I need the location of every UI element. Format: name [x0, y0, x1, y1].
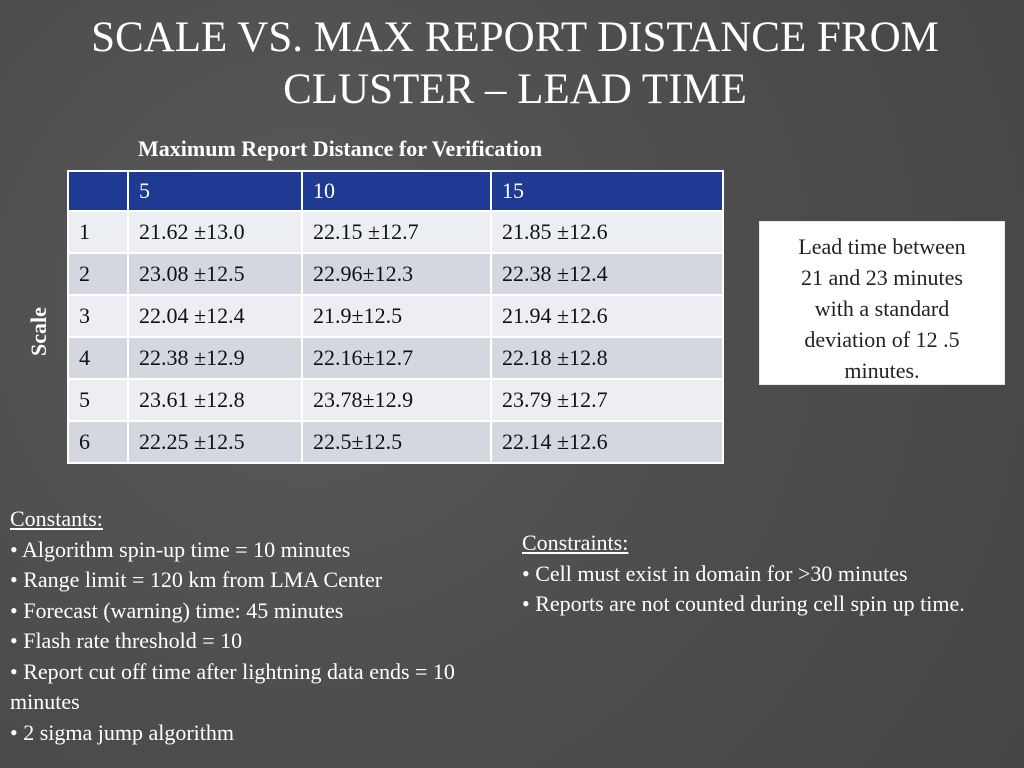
table-cell: 22.25 ±12.5: [127, 420, 303, 464]
row-scale-cell: 2: [67, 252, 129, 296]
table-cell: 22.18 ±12.8: [490, 336, 724, 380]
table-header-row: 5 10 15: [67, 170, 724, 212]
table-cell: 23.08 ±12.5: [127, 252, 303, 296]
table-cell: 22.38 ±12.4: [490, 252, 724, 296]
note-line: 21 and 23 minutes: [801, 265, 963, 290]
row-scale-cell: 3: [67, 294, 129, 338]
constraints-item: • Cell must exist in domain for >30 minu…: [522, 560, 908, 586]
constraints-heading: Constraints:: [522, 530, 629, 555]
row-scale-cell: 6: [67, 420, 129, 464]
constants-section: Constants: • Algorithm spin-up time = 10…: [10, 504, 510, 748]
table-row: 2 23.08 ±12.5 22.96±12.3 22.38 ±12.4: [67, 252, 724, 296]
constants-item: • 2 sigma jump algorithm: [10, 719, 235, 745]
header-cell-corner: [67, 170, 129, 212]
table-row: 4 22.38 ±12.9 22.16±12.7 22.18 ±12.8: [67, 336, 724, 380]
table-cell: 22.38 ±12.9: [127, 336, 303, 380]
table-cell: 22.14 ±12.6: [490, 420, 724, 464]
table-caption: Maximum Report Distance for Verification: [138, 136, 543, 161]
constants-item: • Range limit = 120 km from LMA Center: [10, 567, 383, 592]
table-row: 5 23.61 ±12.8 23.78±12.9 23.79 ±12.7: [67, 378, 724, 422]
constants-item: • Algorithm spin-up time = 10 minutes: [10, 536, 351, 562]
table-cell: 22.96±12.3: [301, 252, 492, 296]
table-cell: 23.61 ±12.8: [127, 378, 303, 422]
table-cell: 23.78±12.9: [301, 378, 492, 422]
table-cell: 21.94 ±12.6: [490, 294, 724, 338]
lead-time-note-box: Lead time between 21 and 23 minutes with…: [759, 221, 1005, 385]
constants-item: • Forecast (warning) time: 45 minutes: [10, 597, 344, 623]
table-cell: 22.5±12.5: [301, 420, 492, 464]
table-row: 3 22.04 ±12.4 21.9±12.5 21.94 ±12.6: [67, 294, 724, 338]
table-row: 6 22.25 ±12.5 22.5±12.5 22.14 ±12.6: [67, 420, 724, 464]
row-scale-cell: 1: [67, 210, 129, 254]
header-cell-15: 15: [490, 170, 724, 212]
constants-item: • Flash rate threshold = 10: [10, 628, 243, 653]
table-cell: 21.85 ±12.6: [490, 210, 724, 254]
row-scale-cell: 4: [67, 336, 129, 380]
lead-time-table: 5 10 15 1 21.62 ±13.0 22.15 ±12.7 21.85 …: [67, 170, 724, 464]
scale-axis-label: Scale: [26, 307, 51, 356]
header-cell-5: 5: [127, 170, 303, 212]
note-line: Lead time between: [798, 234, 966, 259]
table-cell: 21.9±12.5: [301, 294, 492, 338]
slide-title: SCALE VS. MAX REPORT DISTANCE FROM CLUST…: [91, 14, 939, 113]
table-cell: 22.04 ±12.4: [127, 294, 303, 338]
constraints-section: Constraints: • Cell must exist in domain…: [522, 528, 1017, 620]
note-line: deviation of 12 .5: [804, 327, 960, 352]
constraints-item: • Reports are not counted during cell sp…: [522, 591, 965, 616]
table-cell: 21.62 ±13.0: [127, 210, 303, 254]
table-cell: 23.79 ±12.7: [490, 378, 724, 422]
note-line: minutes.: [844, 358, 920, 383]
header-cell-10: 10: [301, 170, 492, 212]
constants-heading: Constants:: [10, 506, 103, 531]
note-line: with a standard: [814, 296, 950, 321]
table-cell: 22.16±12.7: [301, 336, 492, 380]
table-row: 1 21.62 ±13.0 22.15 ±12.7 21.85 ±12.6: [67, 210, 724, 254]
row-scale-cell: 5: [67, 378, 129, 422]
constants-item: • Report cut off time after lightning da…: [10, 658, 455, 715]
table-cell: 22.15 ±12.7: [301, 210, 492, 254]
